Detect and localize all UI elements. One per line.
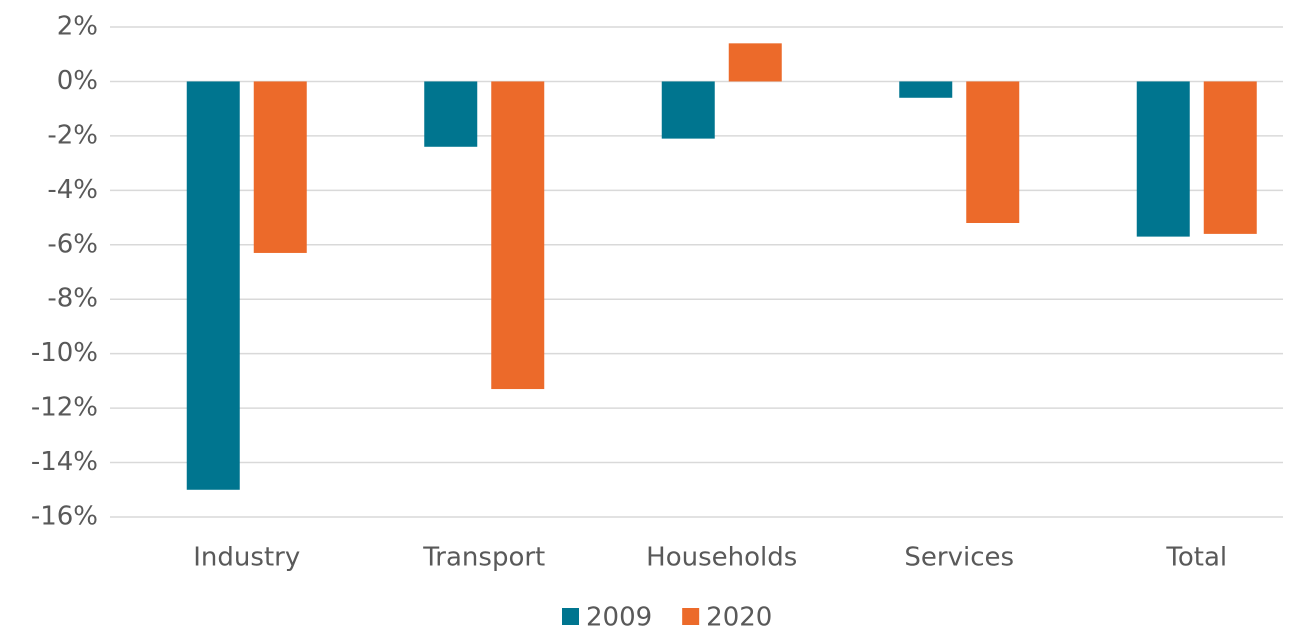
legend-label: 2020 [706,603,772,631]
legend-label: 2009 [586,603,652,631]
bar [491,81,545,390]
y-tick-label: -2% [47,120,98,150]
bar [186,81,240,490]
legend-swatch [562,608,579,625]
x-tick-label: Industry [193,543,300,573]
y-tick-label: 0% [57,66,98,96]
legend-swatch [682,608,700,625]
y-tick-label: -10% [31,338,98,368]
y-tick-label: -14% [31,447,98,477]
bar [728,43,782,82]
x-tick-label: Services [904,543,1014,573]
bar [1136,81,1190,237]
bar [661,81,715,139]
y-tick-label: -16% [31,502,98,532]
bar [966,81,1020,223]
x-tick-label: Total [1165,543,1227,573]
y-tick-label: -4% [47,175,98,205]
bar [1203,81,1257,234]
bar [899,81,953,98]
x-tick-label: Households [646,543,797,573]
y-tick-label: 2% [57,12,98,42]
bar [424,81,478,147]
bar [253,81,307,253]
y-tick-label: -8% [47,284,98,314]
y-tick-label: -12% [31,393,98,423]
x-tick-label: Transport [422,543,545,573]
y-tick-label: -6% [47,229,98,259]
